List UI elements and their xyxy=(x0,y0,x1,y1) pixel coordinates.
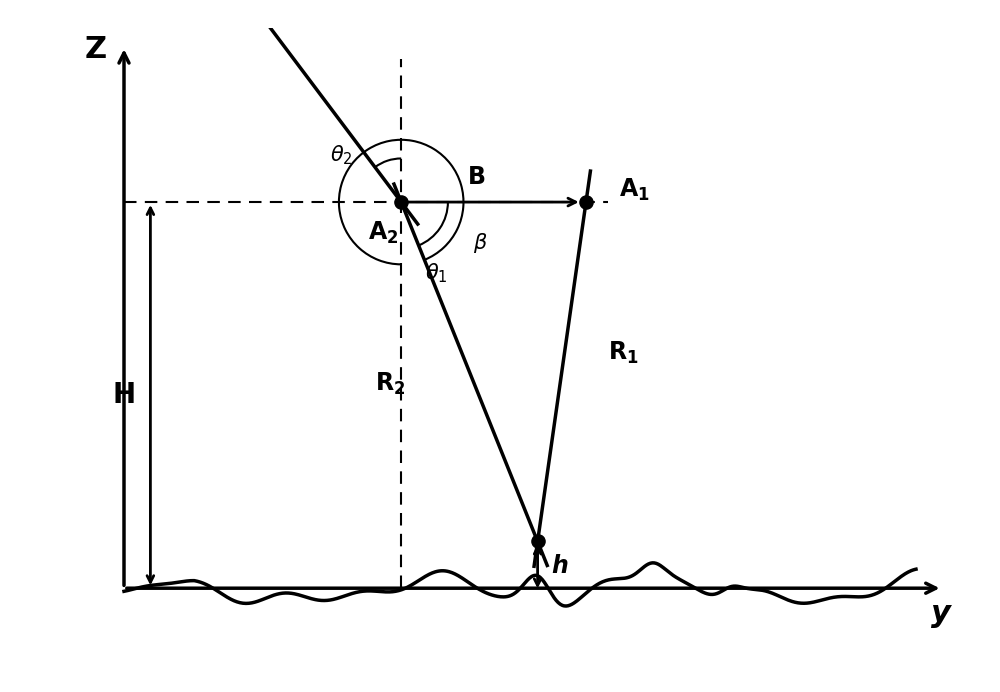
Text: H: H xyxy=(112,381,136,409)
Text: $\mathbf{B}$: $\mathbf{B}$ xyxy=(467,165,485,189)
Text: $\mathbf{A_2}$: $\mathbf{A_2}$ xyxy=(368,220,399,246)
Text: $\mathbf{R_2}$: $\mathbf{R_2}$ xyxy=(375,371,405,397)
Text: h: h xyxy=(551,554,568,579)
Point xyxy=(393,197,409,208)
Text: $\theta_1$: $\theta_1$ xyxy=(425,262,448,286)
Text: $\mathbf{R_1}$: $\mathbf{R_1}$ xyxy=(608,340,639,366)
Text: Z: Z xyxy=(85,35,107,64)
Text: $\theta_2$: $\theta_2$ xyxy=(330,143,353,167)
Text: $\beta$: $\beta$ xyxy=(473,230,488,255)
Point xyxy=(578,197,594,208)
Text: $\mathbf{A_1}$: $\mathbf{A_1}$ xyxy=(619,176,650,203)
Text: y: y xyxy=(931,599,951,628)
Point xyxy=(530,536,546,547)
